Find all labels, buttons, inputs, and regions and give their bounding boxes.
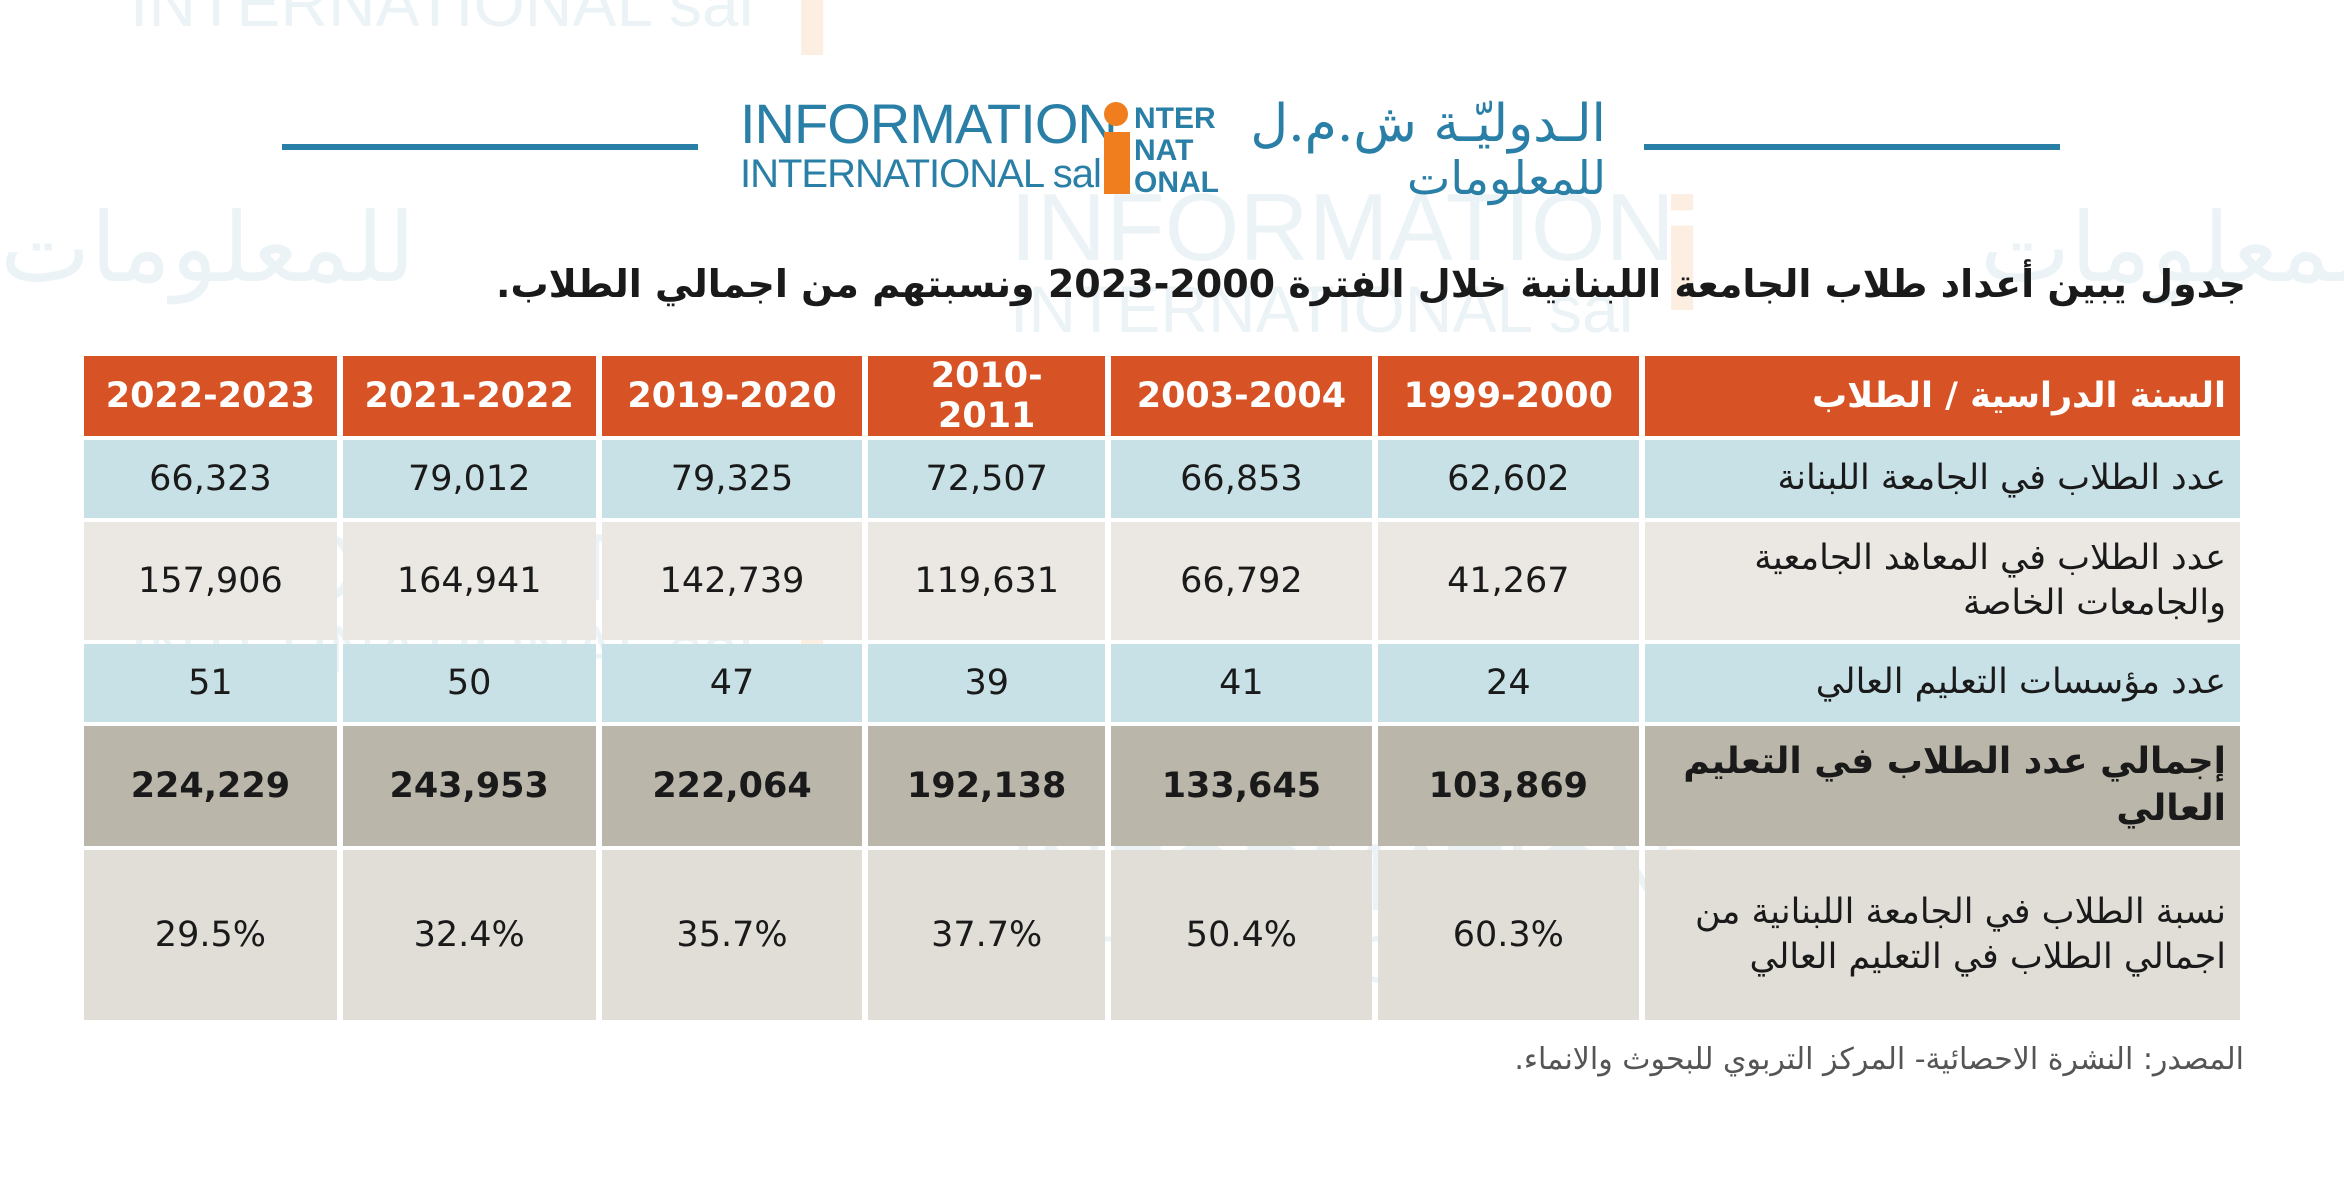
table-cell: 35.7% (601, 850, 863, 1020)
source-note: المصدر: النشرة الاحصائية- المركز التربوي… (1514, 1042, 2244, 1077)
row-label: نسبة الطلاب في الجامعة اللبنانية من اجما… (1644, 850, 2240, 1020)
logo-english-line2: INTERNATIONAL sal (740, 152, 1102, 196)
header-year-cell: 2021-2022 (342, 356, 596, 436)
watermark-i-mid-right: i (1660, 165, 1705, 344)
header-rule-left (282, 144, 698, 150)
header-year-cell: 2022-2023 (84, 356, 337, 436)
table-cell: 103,869 (1377, 726, 1639, 846)
table-cell: 66,792 (1110, 522, 1372, 640)
table-cell: 50.4% (1110, 850, 1372, 1020)
table-cell: 50 (342, 644, 596, 722)
table-cell: 29.5% (84, 850, 337, 1020)
header-year-cell: 2019-2020 (601, 356, 863, 436)
table-cell: 41,267 (1377, 522, 1639, 640)
table-title: جدول يبين أعداد طلاب الجامعة اللبنانية خ… (496, 262, 2246, 306)
header-rule-right (1644, 144, 2060, 150)
table-row-institutions: عدد مؤسسات التعليم العالي 24 41 39 47 50… (84, 644, 2240, 722)
table-cell: 51 (84, 644, 337, 722)
logo-mark-text-2: NAT (1134, 134, 1193, 167)
table-cell: 66,853 (1110, 440, 1372, 518)
table-row-total: إجمالي عدد الطلاب في التعليم العالي 103,… (84, 726, 2240, 846)
table-cell: 79,012 (342, 440, 596, 518)
logo-arabic: الـدوليّـة ش.م.ل للمعلومات (1236, 94, 1606, 206)
table-cell: 133,645 (1110, 726, 1372, 846)
students-table: السنة الدراسية / الطلاب 1999-2000 2003-2… (78, 352, 2246, 1024)
logo-arabic-line2: للمعلومات (1407, 151, 1606, 206)
table-cell: 192,138 (868, 726, 1105, 846)
row-label: إجمالي عدد الطلاب في التعليم العالي (1644, 726, 2240, 846)
logo-english: INFORMATION INTERNATIONAL sal (740, 92, 1118, 196)
logo-arabic-line1: الـدوليّـة ش.م.ل (1250, 94, 1606, 154)
logo-english-line1: INFORMATION (740, 92, 1118, 155)
table-row-lebanese-university: عدد الطلاب في الجامعة اللبنانة 62,602 66… (84, 440, 2240, 518)
table-cell: 62,602 (1377, 440, 1639, 518)
row-label: عدد مؤسسات التعليم العالي (1644, 644, 2240, 722)
table-cell: 164,941 (342, 522, 596, 640)
table-cell: 39 (868, 644, 1105, 722)
table-cell: 224,229 (84, 726, 337, 846)
table-header-row: السنة الدراسية / الطلاب 1999-2000 2003-2… (84, 356, 2240, 436)
logo-mark-text-1: NTER (1134, 102, 1216, 135)
row-label: عدد الطلاب في الجامعة اللبنانة (1644, 440, 2240, 518)
table-cell: 66,323 (84, 440, 337, 518)
table-cell: 222,064 (601, 726, 863, 846)
table-row-private-universities: عدد الطلاب في المعاهد الجامعية والجامعات… (84, 522, 2240, 640)
table-cell: 47 (601, 644, 863, 722)
table-cell: 41 (1110, 644, 1372, 722)
table-cell: 157,906 (84, 522, 337, 640)
logo-mark-icon: NTER NAT ONAL (1104, 102, 1219, 196)
watermark-logo-top: INTERNATIONAL sal (130, 0, 754, 40)
table-cell: 32.4% (342, 850, 596, 1020)
watermark-i-top: i (790, 0, 834, 80)
table-cell: 79,325 (601, 440, 863, 518)
table-cell: 60.3% (1377, 850, 1639, 1020)
header-year-cell: 2010-2011 (868, 356, 1105, 436)
row-label: عدد الطلاب في المعاهد الجامعية والجامعات… (1644, 522, 2240, 640)
header-year-cell: 2003-2004 (1110, 356, 1372, 436)
header-label-cell: السنة الدراسية / الطلاب (1644, 356, 2240, 436)
table-cell: 243,953 (342, 726, 596, 846)
table-cell: 37.7% (868, 850, 1105, 1020)
table-row-percentage: نسبة الطلاب في الجامعة اللبنانية من اجما… (84, 850, 2240, 1020)
header-year-cell: 1999-2000 (1377, 356, 1639, 436)
watermark-arabic-left: للمعلومات (0, 192, 416, 304)
brand-logo: INFORMATION INTERNATIONAL sal NTER NAT O… (740, 92, 1610, 203)
table-cell: 119,631 (868, 522, 1105, 640)
table-cell: 72,507 (868, 440, 1105, 518)
logo-mark-text-3: ONAL (1134, 166, 1219, 196)
table-cell: 24 (1377, 644, 1639, 722)
table-cell: 142,739 (601, 522, 863, 640)
